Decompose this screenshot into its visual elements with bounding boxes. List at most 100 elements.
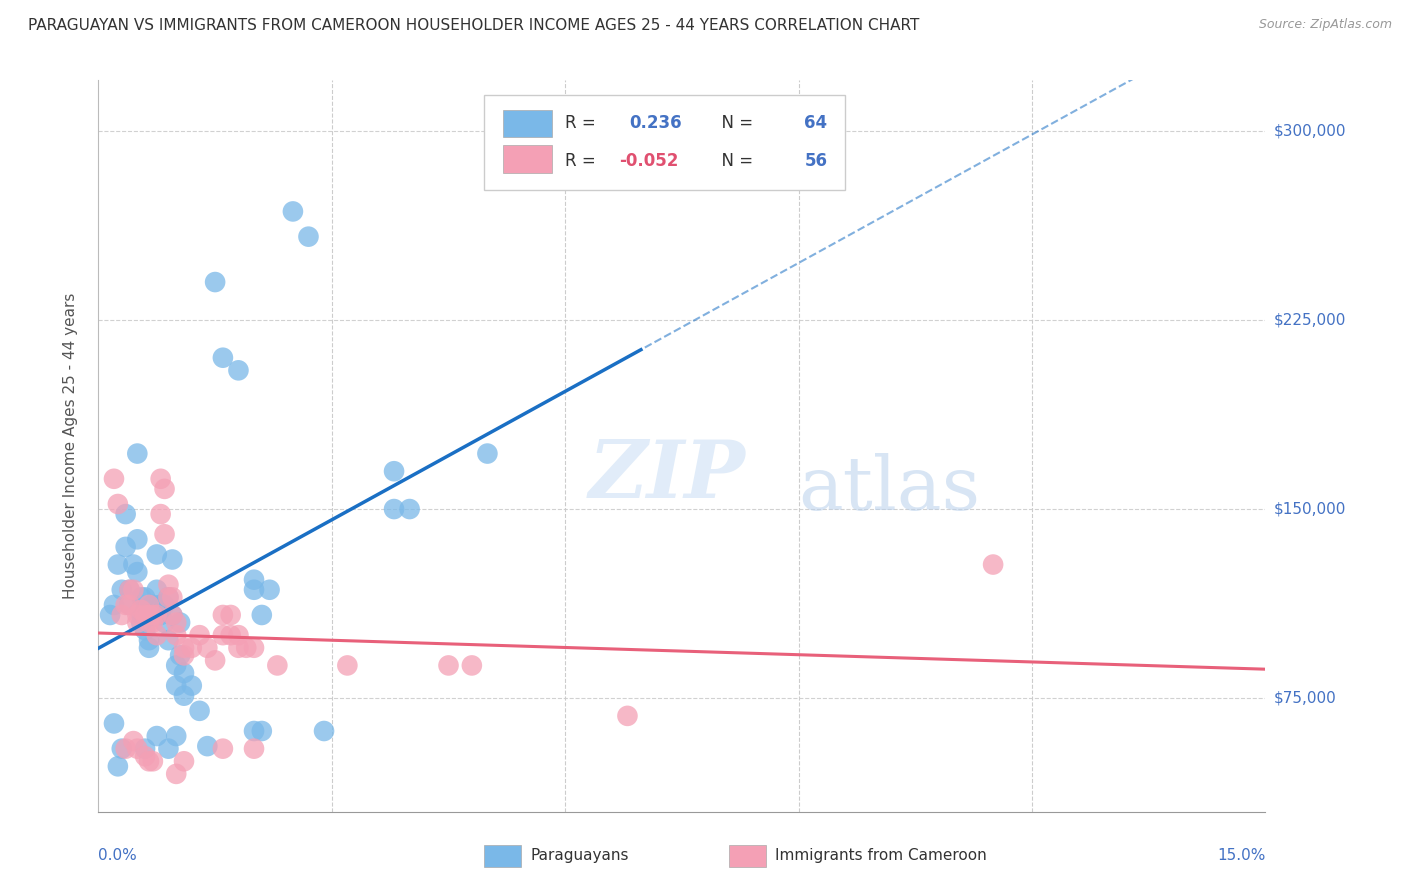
FancyBboxPatch shape [503,110,553,137]
Point [107,497,129,511]
Point [173,689,195,703]
Point [312,724,335,739]
Point [382,502,405,516]
Point [134,623,156,637]
Point [266,658,288,673]
Point [157,591,180,605]
Point [169,648,191,663]
Point [157,578,180,592]
Point [114,507,136,521]
Point [107,558,129,572]
Point [212,741,235,756]
Point [118,582,141,597]
Point [165,767,187,781]
Point [146,628,169,642]
Point [204,275,226,289]
Point [118,582,141,597]
Point [138,615,160,630]
Text: 0.236: 0.236 [630,114,682,132]
Point [157,591,180,605]
Text: 15.0%: 15.0% [1218,848,1265,863]
Point [165,679,187,693]
Text: Paraguayans: Paraguayans [530,848,628,863]
Point [336,658,359,673]
Point [165,658,187,673]
Point [138,640,160,655]
Point [107,759,129,773]
Point [98,607,121,622]
Point [228,628,250,642]
Point [180,640,202,655]
Text: $75,000: $75,000 [1274,690,1337,706]
Point [138,754,160,768]
Point [146,548,169,562]
Point [204,653,226,667]
Point [157,633,180,648]
Point [149,607,172,622]
Point [382,464,405,478]
Point [173,648,195,663]
Point [142,754,165,768]
Text: -0.052: -0.052 [619,153,678,170]
Point [134,607,156,622]
Text: N =: N = [711,114,758,132]
Point [114,741,136,756]
Point [297,229,319,244]
Point [103,716,125,731]
Point [153,527,176,541]
Text: N =: N = [711,153,758,170]
Point [103,472,125,486]
Point [250,724,273,739]
Point [146,607,169,622]
Text: R =: R = [565,114,602,132]
Point [165,615,187,630]
Point [149,507,172,521]
Point [129,615,152,630]
Text: atlas: atlas [799,453,981,526]
Point [111,741,134,756]
Point [250,607,273,622]
Point [127,607,149,622]
Point [127,615,149,630]
Point [281,204,304,219]
Point [173,640,195,655]
Point [235,640,257,655]
Point [461,658,484,673]
FancyBboxPatch shape [503,145,553,173]
Point [180,679,202,693]
Point [153,598,176,612]
Point [111,582,134,597]
Point [173,754,195,768]
Point [122,558,145,572]
Point [149,598,172,612]
Point [243,582,266,597]
Point [212,351,235,365]
Text: $150,000: $150,000 [1274,501,1346,516]
Text: PARAGUAYAN VS IMMIGRANTS FROM CAMEROON HOUSEHOLDER INCOME AGES 25 - 44 YEARS COR: PARAGUAYAN VS IMMIGRANTS FROM CAMEROON H… [28,18,920,33]
Point [127,741,149,756]
Point [129,607,152,622]
Point [162,607,184,622]
Point [122,582,145,597]
Point [981,558,1004,572]
Point [173,665,195,680]
Point [103,598,125,612]
Text: Source: ZipAtlas.com: Source: ZipAtlas.com [1258,18,1392,31]
Text: 0.0%: 0.0% [98,848,138,863]
Text: $225,000: $225,000 [1274,312,1346,327]
Point [149,472,172,486]
Point [138,633,160,648]
Point [138,607,160,622]
Point [195,640,218,655]
Point [162,552,184,566]
Point [142,607,165,622]
Point [212,607,235,622]
Point [228,363,250,377]
Point [165,729,187,743]
Point [153,482,176,496]
Point [118,598,141,612]
Point [616,709,638,723]
Point [169,615,191,630]
Point [138,598,160,612]
Point [114,598,136,612]
